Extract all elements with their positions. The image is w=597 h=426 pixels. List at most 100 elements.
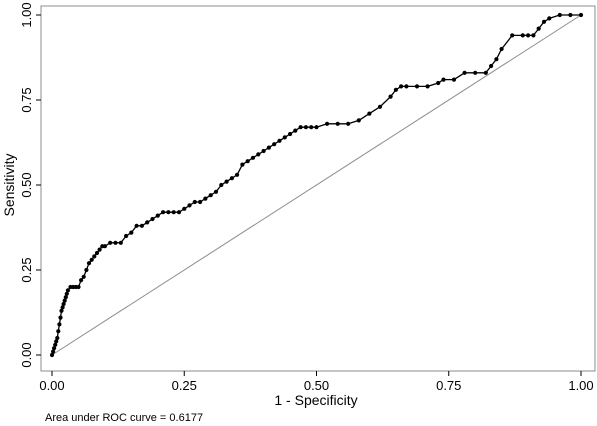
roc-point [451, 77, 457, 82]
roc-point [59, 308, 64, 313]
roc-point [171, 210, 176, 215]
roc-point [494, 57, 499, 62]
roc-point [139, 223, 144, 228]
roc-point [182, 206, 187, 211]
roc-point [526, 33, 531, 38]
roc-point [346, 121, 351, 126]
roc-point [282, 135, 287, 140]
roc-point [108, 240, 113, 245]
roc-point [531, 33, 536, 38]
roc-point [203, 196, 208, 201]
x-tick-label: 0.00 [39, 378, 64, 393]
roc-point [79, 278, 84, 283]
roc-point [57, 322, 62, 327]
roc-point [60, 305, 65, 310]
roc-point [261, 148, 266, 154]
roc-point [129, 230, 134, 235]
roc-point [113, 240, 118, 245]
roc-point [176, 210, 182, 215]
roc-point [49, 352, 55, 358]
roc-point [89, 257, 94, 262]
roc-point [335, 121, 340, 126]
x-tick-label: 0.50 [304, 378, 329, 393]
roc-point [356, 118, 361, 123]
roc-point [64, 291, 69, 296]
roc-point [155, 213, 160, 218]
roc-point [198, 199, 203, 205]
plot-frame [40, 5, 596, 372]
roc-point [536, 26, 541, 31]
roc-point [54, 339, 59, 344]
x-tick-label: 0.25 [172, 378, 197, 393]
roc-point [53, 342, 58, 347]
roc-point [462, 70, 467, 75]
roc-point [65, 288, 70, 293]
roc-point [520, 33, 525, 38]
y-tick-label: 0.25 [19, 257, 34, 282]
roc-point [61, 301, 66, 307]
roc-point [86, 261, 92, 266]
roc-point [145, 220, 150, 225]
roc-point [272, 142, 277, 147]
roc-point [166, 210, 171, 215]
roc-point [192, 199, 197, 205]
roc-point [441, 77, 446, 82]
roc-point [229, 176, 234, 181]
auc-annotation: Area under ROC curve = 0.6177 [45, 412, 203, 424]
roc-point [240, 162, 245, 167]
roc-point [578, 12, 584, 18]
roc-point [76, 284, 81, 290]
roc-point [288, 131, 293, 137]
roc-point [97, 247, 102, 252]
x-tick-label: 0.75 [436, 378, 461, 393]
roc-point [325, 121, 330, 126]
roc-point [483, 70, 488, 75]
y-tick-label: 0.50 [19, 172, 34, 197]
roc-point [94, 250, 100, 256]
roc-point [52, 346, 57, 351]
roc-point [377, 104, 383, 109]
roc-point [161, 210, 166, 215]
roc-point [473, 70, 478, 75]
roc-point [102, 244, 107, 249]
roc-point [56, 329, 61, 334]
roc-point [245, 159, 250, 164]
x-tick-label: 1.00 [568, 378, 593, 393]
roc-point [277, 138, 282, 143]
roc-point [92, 254, 97, 259]
roc-point [568, 12, 573, 18]
roc-point [213, 189, 219, 194]
y-axis-label: Sensitivity [1, 153, 17, 216]
roc-point [367, 111, 372, 116]
roc-point [303, 125, 308, 130]
roc-point [187, 203, 192, 208]
y-tick-label: 0.00 [19, 342, 34, 367]
y-tick-label: 1.00 [19, 2, 34, 27]
roc-point [118, 240, 123, 245]
roc-point [314, 125, 319, 130]
roc-point [499, 46, 504, 52]
y-tick-label: 0.75 [19, 87, 34, 112]
roc-point [55, 335, 60, 341]
roc-point [84, 267, 89, 273]
roc-point [266, 145, 271, 150]
roc-point [557, 12, 562, 18]
roc-point [256, 152, 261, 157]
roc-point [393, 87, 398, 92]
roc-point [489, 63, 494, 69]
roc-point [81, 274, 86, 279]
roc-point [399, 84, 404, 89]
roc-point [235, 172, 240, 177]
roc-point [298, 125, 303, 130]
roc-point [425, 84, 430, 89]
roc-point [224, 179, 229, 184]
roc-point [388, 94, 393, 99]
roc-point [309, 125, 314, 130]
roc-point [293, 128, 298, 133]
roc-point [63, 295, 68, 300]
roc-point [208, 193, 213, 198]
x-axis-label: 1 - Specificity [274, 392, 357, 408]
roc-point [51, 349, 56, 354]
roc-point [219, 182, 224, 188]
